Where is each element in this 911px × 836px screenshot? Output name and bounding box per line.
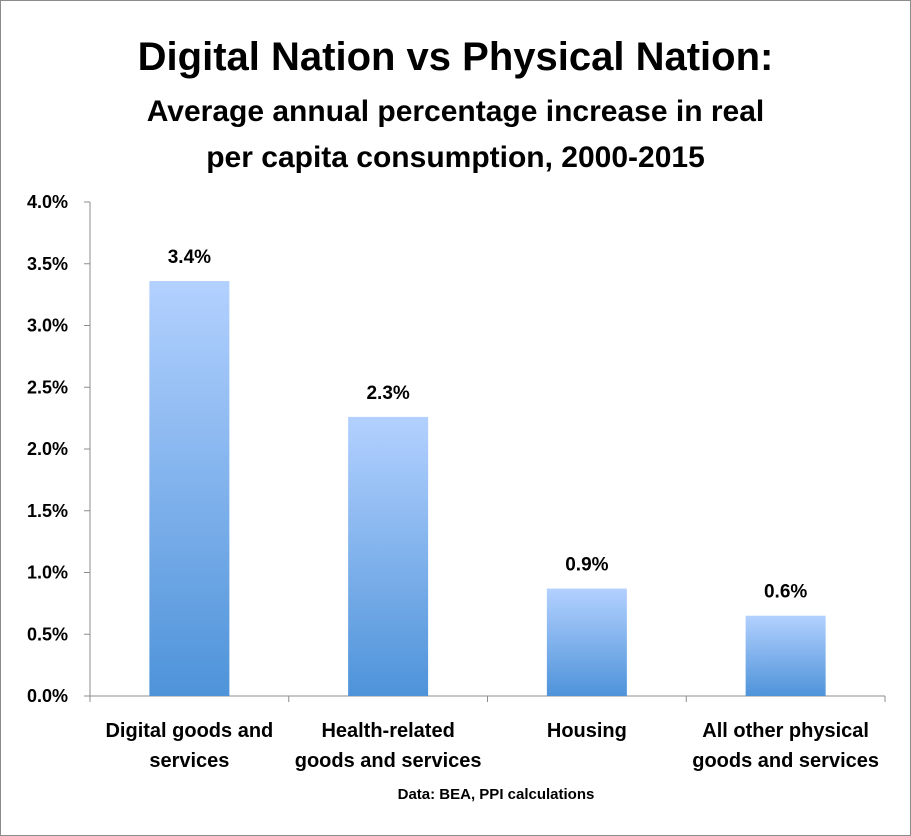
bar xyxy=(546,588,627,696)
chart-subtitle: Average annual percentage increase in re… xyxy=(1,89,910,181)
x-category-label: Housing xyxy=(547,720,627,742)
bar xyxy=(149,281,230,696)
y-tick-label: 4.0% xyxy=(27,192,68,212)
y-tick-label: 0.0% xyxy=(27,686,68,706)
source-note: Data: BEA, PPI calculations xyxy=(397,786,595,803)
x-category-label: services xyxy=(149,750,229,772)
x-category-label: Digital goods and xyxy=(105,720,273,742)
x-category-label: goods and services xyxy=(692,750,879,772)
chart-subtitle-line-2: per capita consumption, 2000-2015 xyxy=(206,141,705,174)
y-tick-label: 2.5% xyxy=(27,377,68,397)
data-label: 3.4% xyxy=(168,247,211,268)
y-tick-label: 2.0% xyxy=(27,439,68,459)
data-label: 0.9% xyxy=(565,555,608,576)
chart-bars xyxy=(149,281,826,696)
chart-subtitle-line-1: Average annual percentage increase in re… xyxy=(146,95,765,128)
bar xyxy=(348,416,429,696)
data-label: 0.6% xyxy=(764,582,807,603)
x-category-label: Health-related xyxy=(321,720,454,742)
x-category-label: All other physical xyxy=(702,720,869,742)
x-category-label: goods and services xyxy=(295,750,482,772)
y-tick-label: 1.5% xyxy=(27,501,68,521)
data-label: 2.3% xyxy=(366,383,409,404)
y-tick-label: 3.5% xyxy=(27,254,68,274)
chart-labels: 3.4% Digital goods and services 2.3% Health-… xyxy=(105,247,879,772)
y-tick-label: 1.0% xyxy=(27,563,68,583)
chart-title: Digital Nation vs Physical Nation: xyxy=(137,35,774,79)
y-tick-label: 3.0% xyxy=(27,316,68,336)
bar xyxy=(745,615,826,696)
y-tick-label: 0.5% xyxy=(27,624,68,644)
